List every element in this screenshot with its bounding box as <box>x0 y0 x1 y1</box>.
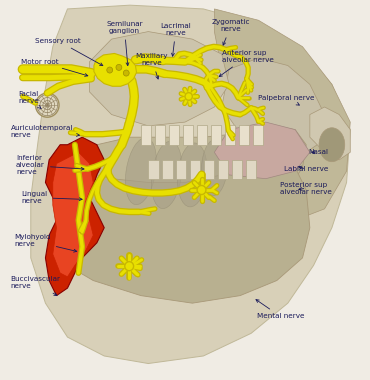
Text: Anterior sup
alveolar nerve: Anterior sup alveolar nerve <box>219 49 273 76</box>
Circle shape <box>123 70 129 76</box>
Bar <box>162 160 172 179</box>
Bar <box>148 160 159 179</box>
Circle shape <box>107 67 112 73</box>
Circle shape <box>197 185 206 195</box>
Bar <box>155 125 165 146</box>
Text: Zygomatic
nerve: Zygomatic nerve <box>212 19 250 45</box>
Text: Posterior sup
alveolar nerve: Posterior sup alveolar nerve <box>280 182 332 195</box>
Bar <box>246 160 256 179</box>
Polygon shape <box>90 32 229 126</box>
Text: Maxillary
nerve: Maxillary nerve <box>136 53 168 79</box>
Bar <box>225 125 235 146</box>
Text: Labial nerve: Labial nerve <box>284 166 329 172</box>
Text: Lacrimal
nerve: Lacrimal nerve <box>161 23 191 56</box>
Ellipse shape <box>319 128 345 162</box>
Bar <box>169 125 179 146</box>
Bar <box>176 160 186 179</box>
Bar <box>211 125 221 146</box>
Polygon shape <box>214 9 350 220</box>
Text: Buccivascular
nerve: Buccivascular nerve <box>11 276 61 296</box>
Polygon shape <box>214 122 310 179</box>
Text: Inferior
alveolar
nerve: Inferior alveolar nerve <box>16 155 84 176</box>
Circle shape <box>125 262 134 271</box>
Bar <box>190 160 201 179</box>
Text: Sensory root: Sensory root <box>36 38 103 66</box>
Ellipse shape <box>201 139 227 196</box>
Polygon shape <box>31 5 350 364</box>
Text: Palpebral nerve: Palpebral nerve <box>258 95 315 105</box>
Bar <box>183 125 193 146</box>
Bar <box>204 160 214 179</box>
Bar <box>218 160 228 179</box>
Text: Nasal: Nasal <box>308 149 328 155</box>
Circle shape <box>116 64 122 70</box>
Bar <box>253 125 263 146</box>
Text: Lingual
nerve: Lingual nerve <box>21 191 82 204</box>
Ellipse shape <box>178 143 207 207</box>
Bar <box>232 160 242 179</box>
Circle shape <box>36 93 59 117</box>
Text: Semilunar
ganglion: Semilunar ganglion <box>106 21 143 66</box>
Polygon shape <box>60 160 310 303</box>
Text: Motor root: Motor root <box>21 59 88 76</box>
Polygon shape <box>310 107 350 160</box>
Polygon shape <box>94 54 137 86</box>
Polygon shape <box>222 58 324 160</box>
Text: Mylohyoid
nerve: Mylohyoid nerve <box>14 234 77 252</box>
Bar <box>239 125 249 146</box>
Polygon shape <box>46 137 104 296</box>
Circle shape <box>185 93 192 100</box>
Ellipse shape <box>125 138 157 205</box>
Ellipse shape <box>151 141 182 209</box>
Text: Auriculotemporal
nerve: Auriculotemporal nerve <box>11 125 80 138</box>
Bar <box>197 125 207 146</box>
Bar <box>141 125 151 146</box>
Text: Facial
nerve: Facial nerve <box>18 91 41 109</box>
Text: Mental nerve: Mental nerve <box>256 299 304 319</box>
Polygon shape <box>53 152 93 277</box>
Polygon shape <box>67 126 306 220</box>
